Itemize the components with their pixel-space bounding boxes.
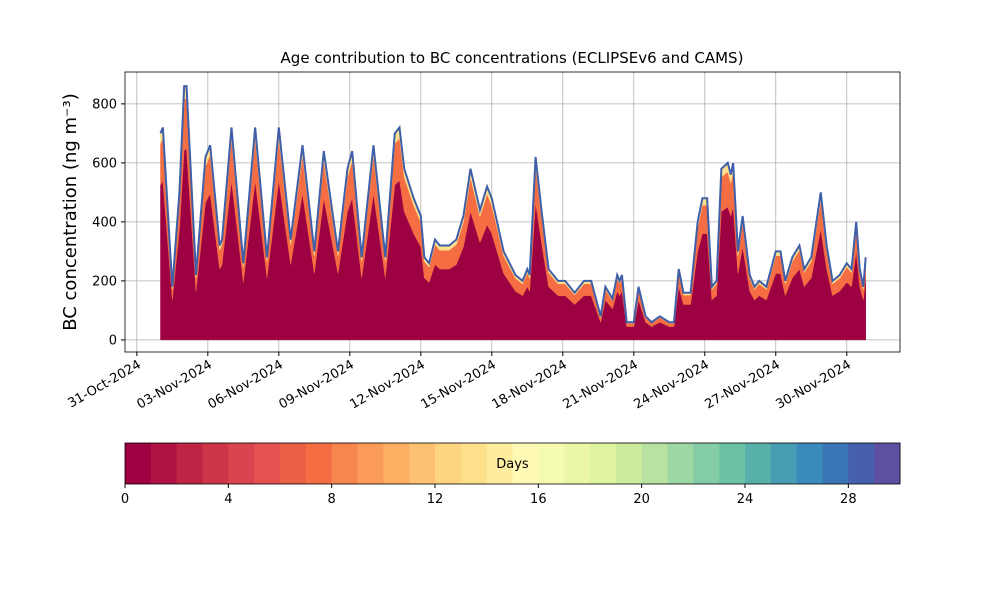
x-tick-label: 24-Nov-2024 [631, 357, 711, 412]
colorbar-swatch [796, 443, 823, 484]
x-tick-label: 06-Nov-2024 [206, 357, 286, 412]
colorbar-swatch [512, 443, 539, 484]
colorbar-tick-label: 0 [121, 492, 129, 507]
colorbar-swatch [357, 443, 384, 484]
y-tick-label: 0 [109, 333, 117, 348]
y-tick-label: 800 [92, 97, 117, 112]
plot-frame [124, 71, 901, 353]
y-tick-label: 600 [92, 156, 117, 171]
x-tick-label: 03-Nov-2024 [135, 357, 215, 412]
colorbar-swatch [280, 443, 307, 484]
colorbar-swatch [176, 443, 203, 484]
colorbar-swatch [150, 443, 178, 484]
colorbar-swatch [590, 443, 617, 484]
colorbar-swatch [641, 443, 668, 484]
colorbar-swatch [667, 443, 694, 484]
colorbar-swatch [848, 443, 875, 484]
outline [159, 85, 867, 324]
colorbar-swatch [228, 443, 255, 484]
x-tick-label: 15-Nov-2024 [419, 357, 499, 412]
colorbar-swatch [874, 443, 901, 484]
colorbar-tick-label: 20 [633, 492, 650, 507]
colorbar-swatch [409, 443, 436, 484]
colorbar-swatch [719, 443, 746, 484]
colorbar-label: Days [496, 457, 529, 472]
y-tick-label: 400 [92, 215, 117, 230]
colorbar-tick-label: 16 [530, 492, 547, 507]
y-tick-label: 200 [92, 274, 117, 289]
colorbar-frame [124, 442, 901, 485]
colorbar-tick-label: 8 [328, 492, 336, 507]
x-tick-label: 30-Nov-2024 [773, 357, 853, 412]
colorbar-swatch [435, 443, 462, 484]
colorbar-swatch [254, 443, 281, 484]
x-tick-label: 27-Nov-2024 [702, 357, 782, 412]
chart-title: Age contribution to BC concentrations (E… [281, 49, 744, 67]
colorbar-swatch [615, 443, 643, 484]
x-tick-label: 18-Nov-2024 [490, 357, 570, 412]
colorbar-swatch [770, 443, 798, 484]
colorbar-swatch [383, 443, 410, 484]
colorbar-swatch [693, 443, 720, 484]
colorbar-tick-label: 12 [427, 492, 444, 507]
colorbar-swatch [202, 443, 229, 484]
colorbar-swatch [125, 443, 152, 484]
colorbar-swatch [460, 443, 488, 484]
colorbar-swatch [331, 443, 358, 484]
x-tick-label: 12-Nov-2024 [348, 357, 428, 412]
colorbar-swatch [564, 443, 591, 484]
x-tick-label: 09-Nov-2024 [277, 357, 357, 412]
colorbar-tick-label: 4 [224, 492, 232, 507]
colorbar-swatch [486, 443, 513, 484]
x-tick-label: 21-Nov-2024 [561, 357, 641, 412]
colorbar-tick-label: 24 [737, 492, 754, 507]
y-axis-label: BC concentration (ng m⁻³) [60, 93, 81, 331]
x-tick-label: 31-Oct-2024 [65, 357, 143, 411]
colorbar-swatch [745, 443, 772, 484]
colorbar-swatch [822, 443, 849, 484]
colorbar-tick-label: 28 [840, 492, 857, 507]
colorbar-swatch [538, 443, 565, 484]
colorbar-swatch [305, 443, 333, 484]
